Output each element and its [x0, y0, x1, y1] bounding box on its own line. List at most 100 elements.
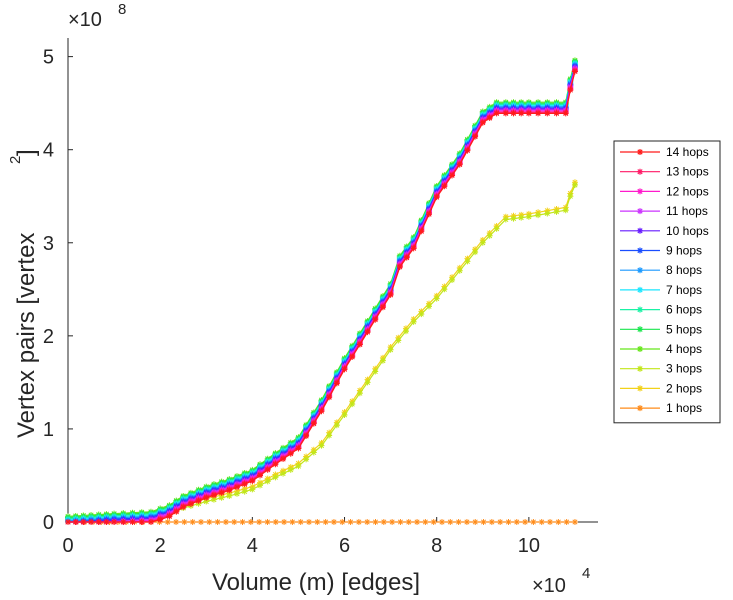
series-12-hops: [65, 66, 578, 525]
data-point: [571, 519, 578, 525]
legend-entry: 13 hops: [620, 165, 709, 179]
data-point: [287, 450, 294, 457]
data-point: [525, 213, 532, 220]
data-point: [395, 337, 402, 344]
y-tick-label: 2: [43, 326, 54, 348]
y-exponent-base: ×10: [68, 9, 102, 31]
data-point: [326, 394, 333, 401]
data-point: [403, 254, 410, 261]
series-6-hops: [65, 59, 578, 522]
legend-swatch-marker: [637, 306, 643, 313]
data-point: [138, 519, 145, 525]
data-point: [372, 368, 379, 375]
data-point: [486, 232, 493, 239]
data-point: [433, 295, 440, 302]
legend-label: 3 hops: [666, 362, 702, 376]
data-point: [310, 420, 317, 427]
data-point: [555, 519, 562, 525]
series-line: [67, 182, 576, 520]
series-2-hops: [65, 179, 578, 523]
data-point: [422, 519, 429, 525]
data-point: [330, 519, 337, 525]
data-point: [553, 110, 560, 117]
data-point: [544, 110, 551, 117]
data-point: [387, 346, 394, 353]
data-point: [206, 519, 213, 525]
data-point: [410, 318, 417, 325]
series-line: [68, 69, 576, 523]
legend-swatch-marker: [637, 267, 643, 274]
series-line: [67, 62, 576, 520]
data-point: [562, 207, 569, 214]
legend-swatch-marker: [637, 365, 643, 372]
data-point: [231, 519, 238, 525]
data-point: [181, 519, 188, 525]
data-point: [322, 519, 329, 525]
y-axis-label-sup: 2: [7, 156, 24, 164]
data-point: [310, 449, 317, 456]
x-axis-label: Volume (m) [edges]: [212, 569, 420, 596]
legend-label: 6 hops: [666, 303, 702, 317]
legend-label: 1 hops: [666, 401, 702, 415]
data-point: [257, 482, 264, 489]
data-point: [441, 286, 448, 293]
data-point: [571, 68, 578, 75]
data-point: [553, 208, 560, 215]
legend-label: 12 hops: [666, 184, 709, 198]
series-13-hops: [65, 67, 578, 525]
legend-label: 8 hops: [666, 263, 702, 277]
data-point: [226, 487, 233, 494]
data-point: [441, 183, 448, 190]
data-point: [166, 513, 173, 520]
data-point: [463, 519, 470, 525]
legend-entry: 11 hops: [620, 204, 708, 218]
series-line: [67, 64, 576, 522]
data-point: [272, 519, 279, 525]
data-point: [314, 519, 321, 525]
legend-swatch-marker: [637, 227, 643, 234]
data-point: [349, 353, 356, 360]
data-point: [95, 519, 102, 525]
data-point: [544, 210, 551, 217]
data-point: [571, 182, 578, 189]
data-point: [535, 212, 542, 219]
data-point: [226, 492, 233, 499]
data-point: [356, 341, 363, 348]
data-point: [464, 258, 471, 265]
data-point: [247, 519, 254, 525]
data-point: [464, 147, 471, 154]
data-point: [456, 267, 463, 274]
data-point: [339, 519, 346, 525]
series-10-hops: [65, 64, 578, 525]
data-point: [280, 456, 287, 463]
data-point: [180, 504, 187, 511]
data-point: [497, 519, 504, 525]
data-point: [197, 519, 204, 525]
x-tick-label: 6: [339, 535, 350, 557]
data-point: [214, 519, 221, 525]
data-point: [349, 401, 356, 408]
data-point: [306, 519, 313, 525]
data-point: [222, 519, 229, 525]
data-point: [530, 519, 537, 525]
legend-swatch-marker: [637, 326, 643, 333]
data-point: [562, 110, 569, 117]
legend-entry: 4 hops: [620, 342, 702, 356]
x-tick-label: 10: [518, 535, 540, 557]
data-point: [430, 519, 437, 525]
series-14-hops: [65, 68, 578, 525]
data-point: [518, 110, 525, 117]
series-4-hops: [65, 57, 578, 520]
data-point: [289, 519, 296, 525]
data-point: [257, 472, 264, 479]
series-line: [67, 63, 576, 521]
data-point: [480, 519, 487, 525]
data-point: [505, 519, 512, 525]
data-point: [264, 519, 271, 525]
data-point: [281, 519, 288, 525]
data-point: [410, 245, 417, 252]
data-point: [447, 519, 454, 525]
series-line: [68, 71, 576, 523]
data-point: [218, 494, 225, 501]
